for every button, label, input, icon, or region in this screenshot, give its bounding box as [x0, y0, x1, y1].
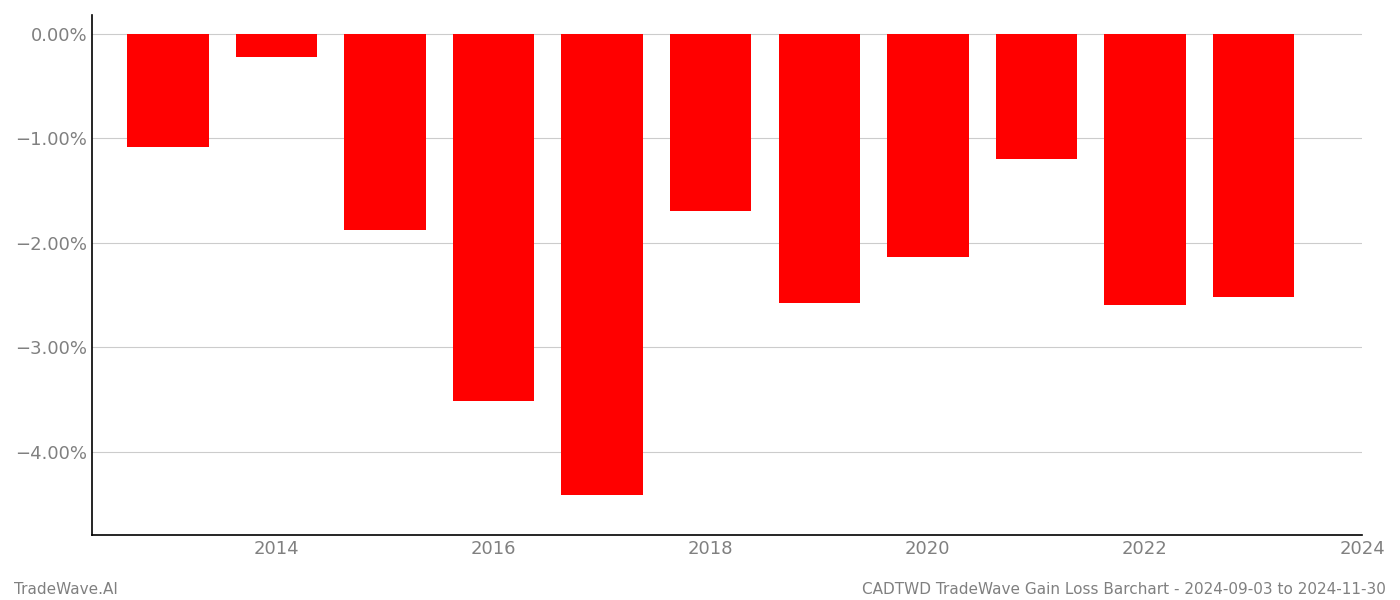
Bar: [1105, 34, 1186, 305]
Bar: [127, 34, 209, 146]
Text: TradeWave.AI: TradeWave.AI: [14, 582, 118, 597]
Bar: [235, 34, 318, 57]
Bar: [671, 34, 752, 211]
Bar: [452, 34, 535, 401]
Bar: [561, 34, 643, 496]
Bar: [344, 34, 426, 230]
Bar: [888, 34, 969, 257]
Text: CADTWD TradeWave Gain Loss Barchart - 2024-09-03 to 2024-11-30: CADTWD TradeWave Gain Loss Barchart - 20…: [862, 582, 1386, 597]
Bar: [1212, 34, 1294, 297]
Bar: [778, 34, 860, 303]
Bar: [995, 34, 1077, 159]
